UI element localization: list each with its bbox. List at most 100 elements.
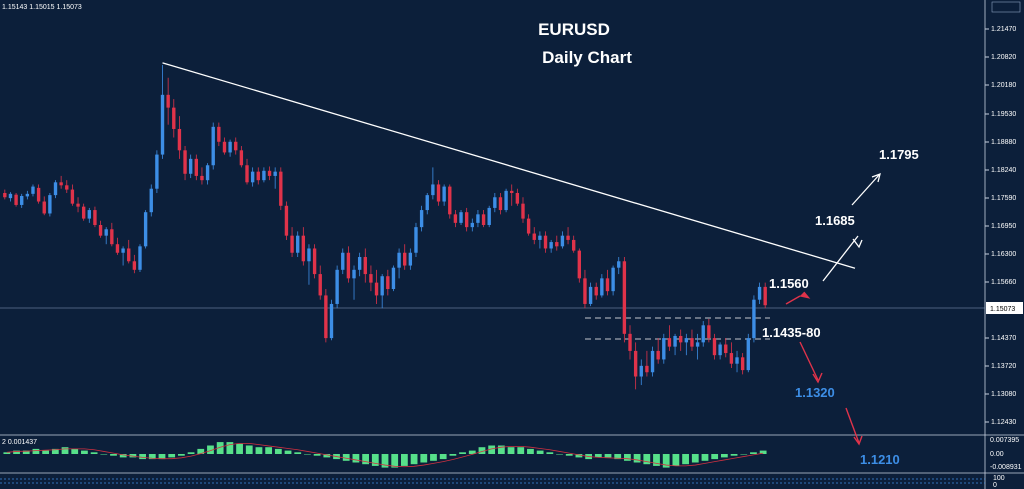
candle-body [431,184,435,196]
candle-body [448,186,452,215]
candle [414,222,418,258]
candle-body [403,252,407,266]
oscillator-bar [662,454,670,468]
oscillator-bar [740,454,748,455]
candle-body [746,338,750,371]
candle [296,231,300,258]
oscillator-bar [177,454,185,456]
oscillator-bar [478,447,486,454]
oscillator-bar [410,454,418,465]
candle-body [459,212,463,223]
arrow-head-1320 [812,372,823,384]
candle [746,333,750,373]
candle [14,192,18,207]
candle-body [324,295,328,339]
candle-body [352,269,356,279]
candle [448,184,452,219]
candle-body [36,187,41,202]
oscillator-bar [323,454,331,458]
candle [588,282,593,307]
arrow-to-1320 [799,341,819,381]
oscillator-bar [294,452,302,454]
price-tick-label: 1.17590 [991,195,1016,202]
window-controls[interactable] [991,1,1021,13]
signal-line [6,442,764,468]
candle [763,282,767,309]
candle [290,227,294,258]
candle-body [493,197,497,208]
candle-body [374,282,379,296]
oscillator-bar [682,454,689,465]
candle-body [605,278,610,292]
candle-body [701,325,705,343]
oscillator-bar [546,452,554,454]
candle-body [757,286,762,300]
candle-body [138,246,142,270]
candle-body [588,286,593,304]
candle [138,244,142,272]
level-1320-label: 1.1320 [795,385,835,400]
candle [20,193,24,208]
price-tick-label: 1.15660 [991,279,1016,286]
oscillator-bar [371,454,379,466]
candle [425,192,429,215]
candle [419,205,424,232]
candle [279,167,283,211]
candle [81,203,86,221]
candle-body [59,182,63,186]
oscillator-bar [420,454,428,463]
candle [459,210,463,225]
candle [149,184,153,217]
price-tick-label: 1.18880 [991,139,1016,146]
oscillator-bar [604,454,612,458]
candle-body [200,175,204,181]
candle-body [707,325,711,339]
bounce-arrow-head [799,291,811,299]
oscillator-bar [565,454,573,456]
candle [724,338,728,358]
candle [341,248,345,275]
candle-body [555,242,559,247]
candle-body [217,126,221,142]
candle [127,239,131,264]
candle [352,265,356,300]
candle [431,167,435,200]
price-tick-label: 1.20820 [991,54,1016,61]
candle [487,205,491,228]
candle [594,282,598,300]
candle-body [93,210,97,225]
candle [115,237,120,255]
candle [110,222,114,247]
oscillator-bar [633,454,641,463]
candle [740,353,745,375]
candle [234,137,238,155]
oscillator-bar [32,448,40,454]
oscillator-bar [61,447,69,454]
candle [93,206,97,228]
candle [543,231,548,253]
candle [374,269,379,304]
candle-body [645,365,649,373]
oscillator-bar [265,447,273,454]
candle-body [510,190,514,193]
oscillator-bar [284,450,292,454]
candle-body [335,269,339,304]
candle [312,244,317,279]
oscillator-bar [90,452,98,454]
oscillator-bar [207,445,214,454]
candle-body [284,205,289,236]
candle [155,150,159,193]
candle-body [98,225,103,236]
candle-body [571,239,576,251]
candle [239,146,244,168]
candle [701,321,705,347]
candle-body [48,195,52,214]
candle-body [81,206,86,219]
candle [498,192,503,215]
candle-body [735,357,739,364]
candle-body [143,212,148,247]
candle-body [53,182,58,196]
oscillator-bar [197,448,205,454]
